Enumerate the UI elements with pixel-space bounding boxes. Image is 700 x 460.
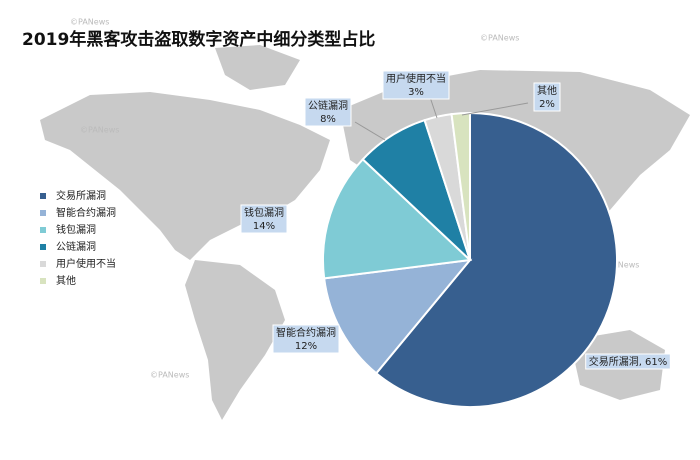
watermark: ©PANews (70, 18, 109, 27)
label-box (585, 353, 671, 370)
watermark: ©PANews (80, 126, 119, 135)
watermark: ©PANews (480, 34, 519, 43)
label-box (382, 70, 450, 100)
data-label: 2% (539, 99, 555, 110)
legend-label: 交易所漏洞 (56, 189, 106, 202)
legend-swatch (40, 193, 46, 199)
watermark: ©PANews (150, 371, 189, 380)
data-label: 14% (253, 221, 275, 232)
leader-line (461, 102, 529, 116)
legend-label: 钱包漏洞 (56, 223, 96, 236)
legend-label: 其他 (56, 274, 76, 287)
pie-slice (323, 258, 473, 375)
data-label-name: 公链漏洞 (308, 99, 348, 112)
data-label-name: 其他 (537, 84, 557, 97)
label-box (533, 82, 561, 112)
leader-line (429, 96, 438, 119)
label-box (240, 204, 288, 234)
legend-label: 公链漏洞 (56, 240, 96, 253)
data-label: 8% (320, 114, 336, 125)
data-label-name: 智能合约漏洞 (276, 326, 336, 339)
data-label-name: 用户使用不当 (386, 72, 446, 85)
legend-swatch (40, 227, 46, 233)
data-label: 3% (408, 87, 424, 98)
legend-label: 用户使用不当 (56, 257, 116, 270)
legend-swatch (40, 261, 46, 267)
label-box (272, 324, 340, 354)
pie-slice (450, 111, 471, 261)
legend-label: 智能合约漏洞 (56, 206, 116, 219)
chart-title: 2019年黑客攻击盗取数字资产中细分类型占比 (22, 29, 375, 50)
label-box (304, 97, 352, 127)
legend-swatch (40, 210, 46, 216)
watermark: ©PANews (600, 261, 639, 270)
data-label: 交易所漏洞, 61% (589, 355, 668, 368)
data-label: 12% (295, 341, 317, 352)
leader-line (354, 121, 386, 141)
legend-swatch (40, 244, 46, 250)
legend-swatch (40, 278, 46, 284)
pie-slice (322, 157, 473, 280)
pie-slice (374, 111, 618, 408)
data-label-name: 钱包漏洞 (244, 206, 284, 219)
